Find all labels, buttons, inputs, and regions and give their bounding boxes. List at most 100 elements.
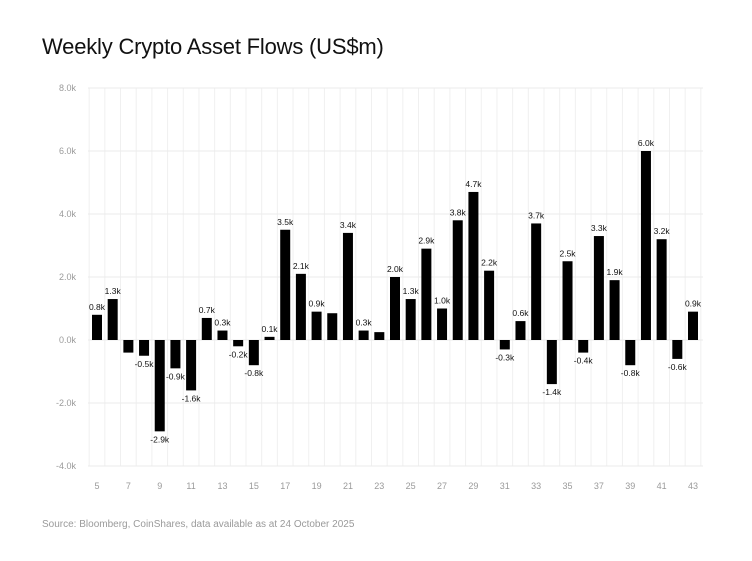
data-label: -0.8k — [244, 368, 264, 378]
data-label: 2.2k — [481, 258, 498, 268]
data-label: 3.7k — [528, 210, 545, 220]
data-label: -0.4k — [574, 356, 594, 366]
data-label: 0.6k — [512, 308, 529, 318]
bar-week-17 — [280, 229, 291, 340]
x-tick-label: 39 — [625, 481, 635, 491]
x-tick-label: 11 — [186, 481, 195, 491]
bar-week-21 — [342, 232, 353, 340]
bar-week-20 — [327, 313, 338, 340]
x-tick-label: 35 — [563, 481, 573, 491]
bar-week-42 — [672, 340, 683, 359]
x-tick-label: 19 — [312, 481, 322, 491]
data-label: -2.9k — [150, 434, 170, 444]
x-tick-label: 13 — [217, 481, 227, 491]
data-label: 3.2k — [654, 226, 671, 236]
bar-week-27 — [437, 308, 448, 340]
x-tick-label: 5 — [94, 481, 99, 491]
x-tick-label: 41 — [657, 481, 667, 491]
x-tick-label: 9 — [157, 481, 162, 491]
y-tick-label: -4.0k — [56, 461, 77, 471]
data-label: 0.9k — [309, 299, 326, 309]
bar-week-29 — [468, 191, 479, 340]
data-label: 6.0k — [638, 138, 655, 148]
source-note: Source: Bloomberg, CoinShares, data avai… — [42, 519, 355, 530]
bar-week-5 — [92, 314, 102, 340]
bar-week-15 — [248, 340, 259, 366]
chart-title: Weekly Crypto Asset Flows (US$m) — [42, 34, 384, 59]
y-tick-label: 8.0k — [59, 83, 77, 93]
bar-week-26 — [421, 248, 432, 340]
bar-week-28 — [452, 220, 463, 340]
data-label: -0.9k — [166, 371, 186, 381]
x-tick-label: 37 — [594, 481, 604, 491]
data-label: 2.1k — [293, 261, 310, 271]
data-label: 1.3k — [403, 286, 420, 296]
bar-week-6 — [107, 299, 118, 340]
data-label: 1.0k — [434, 296, 451, 306]
bar-week-25 — [405, 299, 416, 340]
y-tick-label: 2.0k — [59, 272, 77, 282]
x-tick-label: 43 — [688, 481, 698, 491]
x-tick-label: 23 — [374, 481, 384, 491]
bar-week-18 — [295, 273, 306, 340]
bar-week-38 — [609, 280, 620, 340]
x-tick-label: 7 — [126, 481, 131, 491]
data-label: 2.5k — [559, 248, 576, 258]
x-tick-label: 29 — [468, 481, 478, 491]
x-tick-label: 17 — [280, 481, 290, 491]
bar-week-11 — [186, 340, 197, 391]
bar-week-10 — [170, 340, 181, 369]
bar-week-13 — [217, 330, 228, 340]
bar-week-40 — [640, 151, 651, 340]
x-tick-label: 27 — [437, 481, 447, 491]
bar-week-9 — [154, 340, 165, 432]
data-label: 3.8k — [450, 207, 467, 217]
bar-week-34 — [546, 340, 557, 385]
data-label: 0.8k — [89, 302, 106, 312]
x-tick-label: 15 — [249, 481, 259, 491]
bar-week-36 — [578, 340, 589, 353]
bar-week-12 — [201, 317, 212, 340]
data-label: -0.6k — [668, 362, 688, 372]
data-label: -1.6k — [182, 393, 202, 403]
bar-week-41 — [656, 239, 667, 340]
data-label: 0.1k — [261, 324, 278, 334]
data-label: 3.5k — [277, 217, 294, 227]
y-tick-label: 4.0k — [59, 209, 77, 219]
data-label: 3.4k — [340, 220, 357, 230]
data-label: -1.4k — [542, 387, 562, 397]
bar-week-24 — [390, 277, 400, 340]
bar-week-32 — [515, 321, 526, 340]
x-tick-label: 33 — [531, 481, 541, 491]
data-label: 0.3k — [356, 318, 373, 328]
bar-week-22 — [358, 330, 369, 340]
data-label: 0.3k — [214, 318, 231, 328]
data-label: 4.7k — [465, 179, 482, 189]
y-tick-label: 6.0k — [59, 146, 77, 156]
data-label: 2.9k — [418, 236, 435, 246]
y-tick-label: -2.0k — [56, 398, 77, 408]
bar-week-33 — [531, 223, 542, 340]
x-tick-label: 31 — [500, 481, 510, 491]
data-label: -0.2k — [229, 349, 249, 359]
data-label: 1.9k — [607, 267, 624, 277]
bar-week-23 — [374, 332, 385, 340]
data-label: 0.9k — [685, 299, 702, 309]
bar-week-19 — [311, 311, 322, 340]
bar-week-43 — [688, 311, 698, 340]
bar-week-7 — [123, 340, 134, 353]
bar-week-31 — [499, 340, 510, 350]
data-label: 0.7k — [199, 305, 216, 315]
bar-week-35 — [562, 261, 573, 340]
bar-week-8 — [139, 340, 150, 356]
data-label: 1.3k — [105, 286, 122, 296]
data-label: 3.3k — [591, 223, 608, 233]
data-label: -0.5k — [135, 359, 155, 369]
data-label: -0.8k — [621, 368, 641, 378]
data-label: 2.0k — [387, 264, 404, 274]
data-label: -0.3k — [495, 352, 515, 362]
bar-week-30 — [484, 270, 495, 340]
bar-week-14 — [233, 340, 244, 347]
y-tick-label: 0.0k — [59, 335, 77, 345]
